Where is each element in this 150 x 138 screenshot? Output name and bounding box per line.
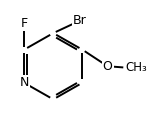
Text: CH₃: CH₃	[126, 61, 148, 74]
Text: F: F	[21, 17, 28, 30]
Text: N: N	[20, 76, 29, 89]
Text: Br: Br	[73, 14, 87, 27]
Text: O: O	[103, 60, 112, 73]
